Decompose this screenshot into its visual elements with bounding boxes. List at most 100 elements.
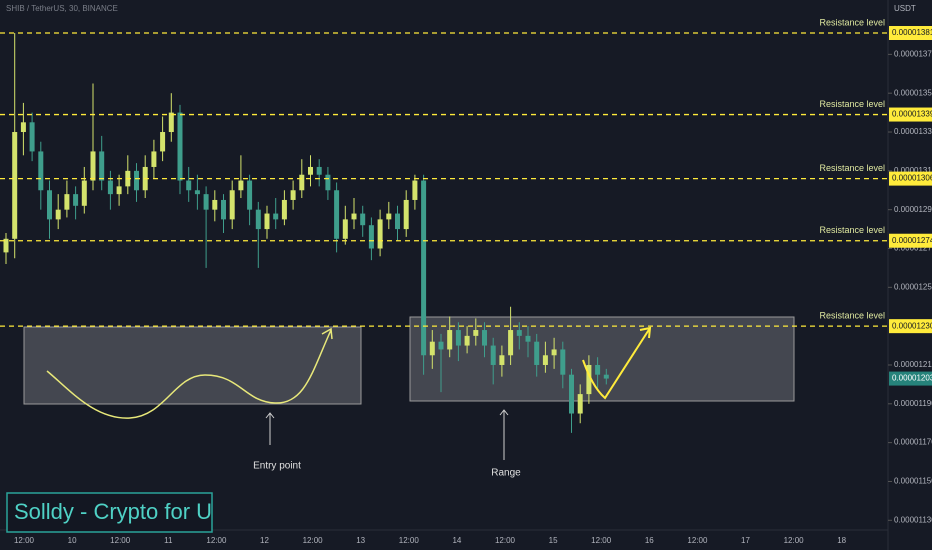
candle-body: [551, 349, 557, 356]
resistance-text: Resistance level: [819, 99, 885, 109]
x-tick-label: 12:00: [591, 536, 612, 545]
candle-body: [360, 213, 366, 226]
x-tick-label: 17: [741, 536, 750, 545]
x-tick-label: 16: [645, 536, 654, 545]
x-tick-label: 12:00: [303, 536, 324, 545]
x-tick-label: 12:00: [687, 536, 708, 545]
candle-body: [403, 199, 409, 230]
candle-body: [264, 213, 270, 230]
projection-arrow: [582, 326, 652, 400]
price-label: 0.00001381: [892, 28, 932, 37]
candle-body: [38, 151, 44, 191]
annotation: Entry point: [253, 461, 301, 472]
axis-unit: USDT: [894, 4, 916, 13]
candle-body: [160, 132, 166, 152]
candle-body: [421, 180, 427, 356]
chart-title: SHIB / TetherUS, 30, BINANCE: [6, 4, 118, 13]
x-tick-label: 12:00: [784, 536, 805, 545]
x-tick-label: 12:00: [206, 536, 227, 545]
resistance-text: Resistance level: [819, 311, 885, 321]
candle-body: [99, 151, 105, 181]
candle-body: [508, 330, 514, 356]
candle-body: [299, 174, 305, 191]
pattern-curve: [46, 327, 333, 419]
candle-body: [334, 190, 340, 239]
candle-body: [308, 166, 313, 175]
levels: Resistance level Resistance level Resistan…: [0, 17, 888, 327]
last-price-box: [889, 371, 932, 386]
candle-body: [203, 194, 209, 210]
price-box: [889, 171, 932, 186]
candle-body: [229, 190, 235, 220]
candle-body: [447, 330, 453, 350]
candle-body: [221, 199, 226, 220]
candle-body: [438, 341, 444, 350]
candle-body: [473, 330, 479, 336]
candle-body: [368, 225, 374, 249]
x-tick-label: 15: [549, 536, 558, 545]
candles: [3, 33, 609, 433]
y-tick-label: 0.00001190: [894, 399, 932, 408]
candle-body: [569, 374, 574, 414]
candle-body: [412, 180, 418, 200]
x-tick-label: 13: [356, 536, 365, 545]
price-labels: 0.00001381 0.00001339 0.00001306 0.00001274…: [889, 26, 932, 386]
candle-body: [464, 335, 470, 346]
candle-body: [134, 170, 139, 191]
candle-body: [64, 194, 70, 210]
resistance-text: Resistance level: [819, 225, 885, 235]
resistance-text: Resistance level: [819, 163, 885, 173]
x-tick-label: 12:00: [110, 536, 131, 545]
x-tick-label: 12: [260, 536, 269, 545]
candle-body: [377, 219, 383, 249]
candle-body: [273, 213, 279, 220]
candle-body: [342, 219, 348, 239]
last-price-label: 0.00001203: [892, 374, 932, 383]
candle-body: [586, 364, 592, 395]
candle-body: [386, 213, 392, 220]
price-label: 0.00001230: [892, 321, 932, 330]
x-tick-label: 14: [452, 536, 461, 545]
candle-body: [490, 345, 496, 365]
x-tick-label: 12:00: [495, 536, 516, 545]
y-tick-label: 0.00001130: [894, 515, 932, 524]
candle-body: [238, 180, 244, 191]
candle-body: [20, 122, 26, 133]
candle-body: [116, 186, 122, 195]
candle-body: [281, 199, 287, 220]
candle-body: [47, 190, 52, 220]
price-label: 0.00001274: [892, 236, 932, 245]
candle-body: [55, 209, 61, 220]
candle-body: [577, 394, 583, 414]
candle-body: [107, 180, 113, 195]
x-tick-label: 12:00: [399, 536, 420, 545]
candle-body: [186, 180, 192, 191]
price-box: [889, 107, 932, 122]
candle-body: [3, 238, 9, 253]
candle-body: [255, 209, 261, 230]
watermark-box: [6, 492, 213, 533]
candle-body: [499, 355, 505, 365]
candle-body: [482, 330, 487, 346]
candle-body: [177, 112, 183, 181]
candle-body: [90, 151, 96, 181]
candle-body: [168, 112, 174, 133]
price-label: 0.00001339: [892, 110, 932, 119]
candle-body: [290, 190, 296, 200]
price-label: 0.00001306: [892, 174, 932, 183]
candle-body: [247, 180, 253, 210]
candle-body: [73, 194, 79, 206]
candle-body: [81, 180, 87, 206]
price-box: [889, 319, 932, 334]
candle-body: [395, 213, 400, 230]
candle-body: [603, 374, 609, 379]
